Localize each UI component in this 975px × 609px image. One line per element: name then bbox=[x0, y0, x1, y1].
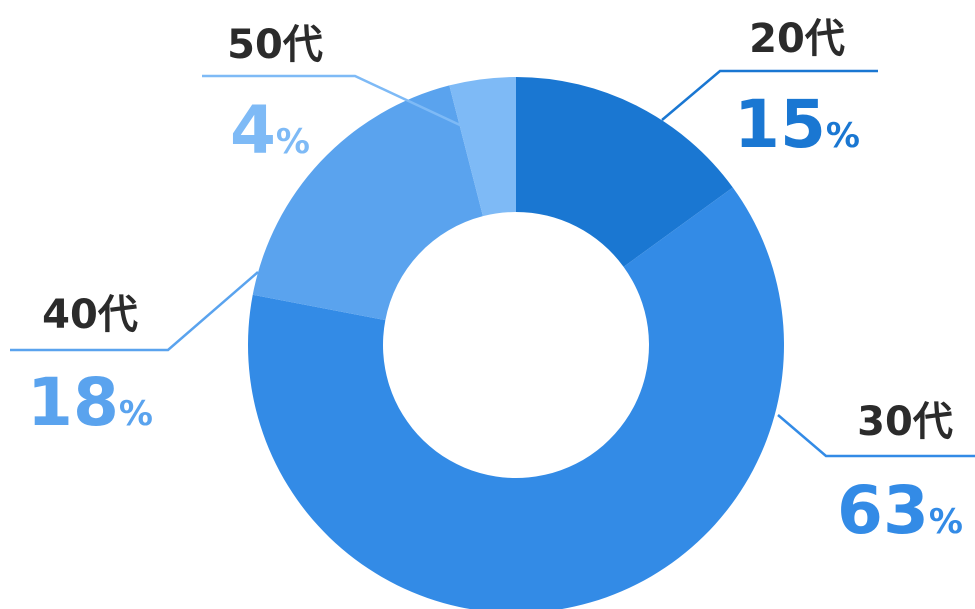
percent-value-20s: 15 bbox=[734, 86, 826, 163]
leader-line-50s bbox=[202, 74, 463, 128]
slice-label-20s: 20代 15% bbox=[734, 16, 860, 163]
category-label-50s: 50代 bbox=[227, 22, 323, 68]
percent-unit-50s: % bbox=[276, 122, 310, 162]
percent-label-40s: 18% bbox=[27, 364, 153, 441]
percent-unit-20s: % bbox=[826, 116, 860, 156]
slice-label-40s: 40代 18% bbox=[27, 292, 153, 441]
leader-line-40s bbox=[10, 271, 259, 352]
donut-slice-40s bbox=[252, 85, 483, 321]
leader-lines bbox=[10, 69, 975, 458]
category-label-30s: 30代 bbox=[857, 399, 953, 445]
leader-line-30s bbox=[777, 414, 975, 458]
donut-slice-20s bbox=[516, 77, 733, 267]
percent-label-30s: 63% bbox=[837, 472, 963, 549]
leader-line-20s bbox=[661, 69, 878, 121]
percent-unit-40s: % bbox=[119, 394, 153, 434]
category-label-40s: 40代 bbox=[42, 292, 138, 338]
slice-label-30s: 30代 63% bbox=[837, 399, 963, 549]
donut-slice-50s bbox=[449, 77, 516, 217]
donut-slice-30s bbox=[248, 187, 784, 609]
category-label-20s: 20代 bbox=[749, 16, 845, 62]
donut-slices bbox=[248, 77, 784, 609]
percent-label-20s: 15% bbox=[734, 86, 860, 163]
percent-value-30s: 63 bbox=[837, 472, 929, 549]
percent-unit-30s: % bbox=[929, 502, 963, 542]
percent-value-50s: 4 bbox=[230, 92, 276, 169]
slice-label-50s: 50代 4% bbox=[227, 22, 323, 169]
percent-value-40s: 18 bbox=[27, 364, 119, 441]
percent-label-50s: 4% bbox=[230, 92, 310, 169]
